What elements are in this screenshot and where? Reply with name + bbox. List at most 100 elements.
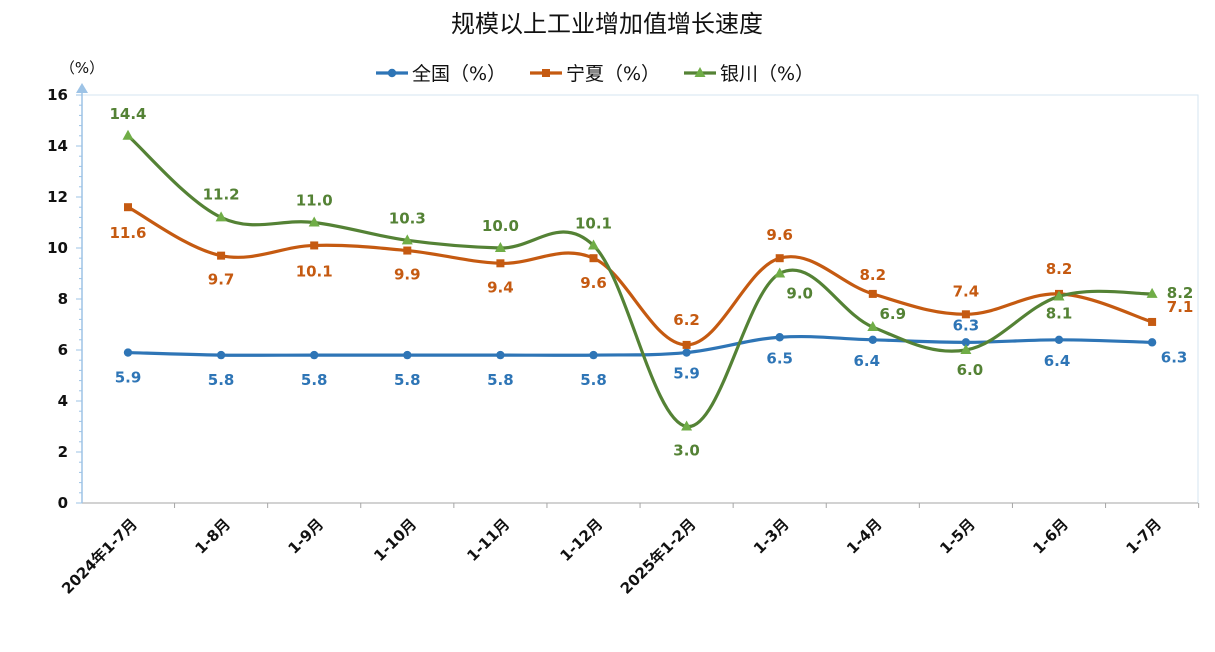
data-label: 6.9 xyxy=(880,305,907,323)
data-point xyxy=(774,267,786,278)
data-label: 11.0 xyxy=(296,192,333,210)
series-1 xyxy=(124,203,1157,349)
data-point xyxy=(961,338,971,347)
data-point xyxy=(775,333,784,342)
data-point xyxy=(1054,335,1064,344)
data-point xyxy=(403,350,412,360)
data-label: 6.2 xyxy=(673,311,700,329)
data-label: 7.4 xyxy=(953,282,980,300)
data-label: 9.6 xyxy=(766,226,793,244)
data-point xyxy=(123,348,133,357)
data-point xyxy=(124,203,132,212)
data-label: 9.9 xyxy=(394,266,421,284)
data-label: 9.0 xyxy=(786,285,813,303)
data-point xyxy=(122,129,134,140)
data-label: 6.3 xyxy=(953,316,980,334)
data-label: 8.2 xyxy=(1046,260,1073,278)
series-line xyxy=(127,334,1153,357)
data-point xyxy=(1146,287,1158,298)
legend: 全国（%） 宁夏（%） 银川（%） xyxy=(376,63,814,85)
legend-item: 银川（%） xyxy=(684,63,814,85)
x-tick-label: 1-7月 xyxy=(1122,515,1165,558)
data-label: 9.4 xyxy=(487,278,514,296)
data-label: 5.9 xyxy=(673,365,700,383)
data-point xyxy=(496,259,505,268)
legend-item: 宁夏（%） xyxy=(530,63,660,85)
data-point xyxy=(310,350,319,360)
data-label: 10.3 xyxy=(389,209,426,227)
x-tick-label: 1-3月 xyxy=(750,515,793,558)
x-tick-label: 1-6月 xyxy=(1029,515,1072,558)
series-line xyxy=(127,205,1153,347)
data-point xyxy=(682,340,691,349)
data-point xyxy=(589,350,598,360)
data-label: 8.2 xyxy=(1167,284,1194,302)
data-point xyxy=(682,348,691,357)
data-label: 10.0 xyxy=(482,217,519,235)
legend-label: 银川（%） xyxy=(720,63,814,85)
y-tick-label: 14 xyxy=(47,137,68,155)
data-point xyxy=(589,254,598,263)
chart-title: 规模以上工业增加值增长速度 xyxy=(451,10,763,38)
data-label: 5.9 xyxy=(115,369,142,387)
series-2 xyxy=(122,129,1158,431)
data-label: 8.1 xyxy=(1046,304,1073,322)
data-point xyxy=(310,241,319,250)
legend-marker xyxy=(542,69,550,77)
y-axis-arrow-icon xyxy=(76,83,88,93)
data-point xyxy=(868,335,877,344)
series-line xyxy=(126,134,1153,429)
data-point xyxy=(217,251,226,260)
y-tick-label: 8 xyxy=(58,290,68,308)
data-point xyxy=(403,246,412,255)
legend-marker xyxy=(694,67,706,77)
data-label: 6.4 xyxy=(1044,352,1071,370)
data-point xyxy=(216,350,226,360)
data-label: 7.1 xyxy=(1167,298,1194,316)
data-label: 5.8 xyxy=(487,371,514,389)
y-tick-label: 12 xyxy=(47,188,68,206)
y-tick-label: 6 xyxy=(58,341,68,359)
data-point xyxy=(961,310,970,319)
data-point xyxy=(681,420,693,431)
y-axis-unit: （%） xyxy=(60,59,104,77)
y-tick-label: 0 xyxy=(58,494,68,512)
legend-label: 全国（%） xyxy=(412,63,506,85)
y-tick-label: 4 xyxy=(58,392,68,410)
data-point xyxy=(1053,290,1065,301)
data-label: 8.2 xyxy=(860,266,887,284)
data-label: 10.1 xyxy=(296,262,333,280)
x-tick-label: 1-11月 xyxy=(463,515,513,565)
data-point xyxy=(496,350,505,360)
data-label: 6.4 xyxy=(854,352,881,370)
x-tick-label: 1-9月 xyxy=(285,515,328,558)
data-label: 6.0 xyxy=(957,361,984,379)
data-point xyxy=(775,254,784,263)
data-label: 6.3 xyxy=(1161,348,1188,366)
x-tick-label: 2024年1-7月 xyxy=(58,515,141,598)
data-point xyxy=(588,239,599,250)
x-tick-label: 1-12月 xyxy=(556,515,606,565)
x-tick-label: 1-10月 xyxy=(370,515,420,565)
data-point xyxy=(867,321,879,332)
data-label: 9.6 xyxy=(580,274,607,292)
data-label: 9.7 xyxy=(208,271,235,289)
x-tick-label: 1-4月 xyxy=(843,515,886,558)
data-labels: 5.9 5.8 5.8 5.8 5.8 5.8 5.9 6.5 6.4 6.3 6.4 6.3 11.6… xyxy=(109,105,1193,460)
data-point xyxy=(401,234,413,245)
data-label: 10.1 xyxy=(575,214,612,232)
y-tick-label: 10 xyxy=(47,239,68,257)
legend-item: 全国（%） xyxy=(376,63,506,85)
x-tick-label: 1-5月 xyxy=(936,515,979,558)
x-tick-label: 2025年1-2月 xyxy=(617,515,700,598)
legend-label: 宁夏（%） xyxy=(566,63,660,85)
data-label: 5.8 xyxy=(394,371,421,389)
data-label: 5.8 xyxy=(208,371,235,389)
series-0 xyxy=(123,333,1157,360)
data-label: 6.5 xyxy=(766,349,793,367)
data-point xyxy=(1148,317,1157,326)
x-tick-label: 1-8月 xyxy=(191,515,234,558)
data-label: 5.8 xyxy=(301,371,328,389)
data-label: 11.6 xyxy=(109,224,146,242)
data-point xyxy=(215,211,227,222)
